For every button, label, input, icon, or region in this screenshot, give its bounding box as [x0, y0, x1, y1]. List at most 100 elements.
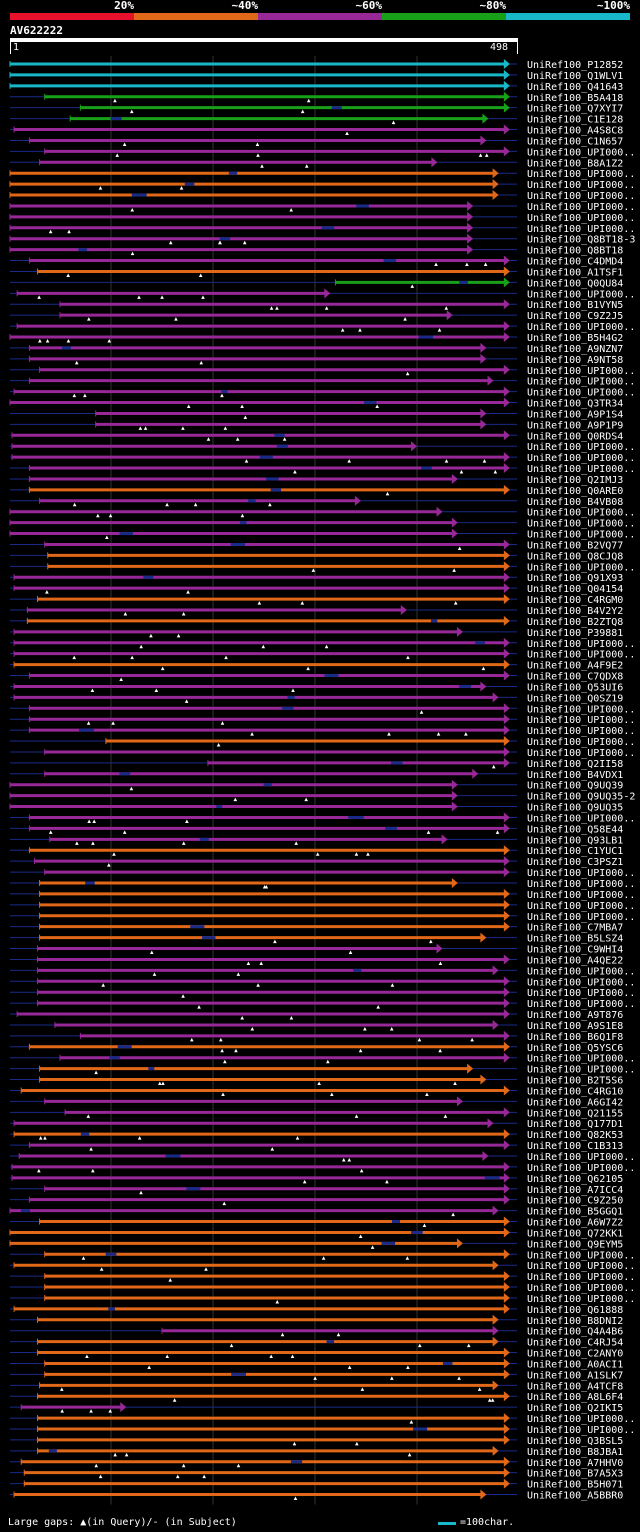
hit-label[interactable]: UniRef100_UPI000.. [527, 202, 635, 213]
hit-label[interactable]: UniRef100_UPI000.. [527, 519, 635, 530]
hit-label[interactable]: UniRef100_B8JBA1 [527, 1447, 623, 1458]
hit-label[interactable]: UniRef100_C7QDX8 [527, 672, 623, 683]
hit-label[interactable]: UniRef100_UPI000.. [527, 1065, 635, 1076]
hit-label[interactable]: UniRef100_Q3TR34 [527, 399, 623, 410]
hit-label[interactable]: UniRef100_UPI000.. [527, 726, 635, 737]
hit-label[interactable]: UniRef100_C1E128 [527, 115, 623, 126]
hit-label[interactable]: UniRef100_C4RG10 [527, 1086, 623, 1097]
hit-label[interactable]: UniRef100_B8A1Z2 [527, 158, 623, 169]
hit-label[interactable]: UniRef100_Q2II58 [527, 759, 623, 770]
hit-label[interactable]: UniRef100_B4VDX1 [527, 770, 623, 781]
hit-label[interactable]: UniRef100_A1SLK7 [527, 1370, 623, 1381]
hit-label[interactable]: UniRef100_B7A5X3 [527, 1469, 623, 1480]
hit-label[interactable]: UniRef100_Q04154 [527, 584, 623, 595]
hit-label[interactable]: UniRef100_Q8CJQ8 [527, 551, 623, 562]
hit-label[interactable]: UniRef100_C4DMD4 [527, 257, 623, 268]
hit-label[interactable]: UniRef100_Q2IMJ3 [527, 475, 623, 486]
hit-label[interactable]: UniRef100_Q0QU84 [527, 278, 623, 289]
hit-label[interactable]: UniRef100_UPI000.. [527, 289, 635, 300]
hit-label[interactable]: UniRef100_C9Z250 [527, 1196, 623, 1207]
hit-label[interactable]: UniRef100_UPI000.. [527, 1283, 635, 1294]
hit-label[interactable]: UniRef100_C3PSZ1 [527, 857, 623, 868]
hit-label[interactable]: UniRef100_Q21155 [527, 1108, 623, 1119]
hit-label[interactable]: UniRef100_A5BBR0 [527, 1491, 623, 1502]
hit-label[interactable]: UniRef100_C1YUC1 [527, 846, 623, 857]
hit-label[interactable]: UniRef100_B2VQ77 [527, 540, 623, 551]
hit-label[interactable]: UniRef100_UPI000.. [527, 1414, 635, 1425]
hit-label[interactable]: UniRef100_Q8BT18-3 [527, 235, 635, 246]
hit-label[interactable]: UniRef100_A7ICC4 [527, 1185, 623, 1196]
hit-label[interactable]: UniRef100_Q93LB1 [527, 835, 623, 846]
hit-label[interactable]: UniRef100_UPI000.. [527, 180, 635, 191]
hit-label[interactable]: UniRef100_B5GGQ1 [527, 1207, 623, 1218]
hit-label[interactable]: UniRef100_UPI000.. [527, 1272, 635, 1283]
hit-label[interactable]: UniRef100_Q9EYM5 [527, 1239, 623, 1250]
hit-label[interactable]: UniRef100_UPI000.. [527, 191, 635, 202]
hit-label[interactable]: UniRef100_Q58E44 [527, 824, 623, 835]
hit-label[interactable]: UniRef100_UPI000.. [527, 879, 635, 890]
hit-label[interactable]: UniRef100_UPI000.. [527, 1261, 635, 1272]
hit-label[interactable]: UniRef100_Q2IKI5 [527, 1403, 623, 1414]
hit-label[interactable]: UniRef100_UPI000.. [527, 639, 635, 650]
hit-label[interactable]: UniRef100_C2ANY0 [527, 1349, 623, 1360]
hit-label[interactable]: UniRef100_B2T5S6 [527, 1076, 623, 1087]
hit-label[interactable]: UniRef100_A4F9E2 [527, 661, 623, 672]
hit-label[interactable]: UniRef100_UPI000.. [527, 813, 635, 824]
hit-label[interactable]: UniRef100_P39881 [527, 628, 623, 639]
hit-label[interactable]: UniRef100_UPI000.. [527, 377, 635, 388]
hit-label[interactable]: UniRef100_UPI000.. [527, 388, 635, 399]
hit-label[interactable]: UniRef100_UPI000.. [527, 748, 635, 759]
hit-label[interactable]: UniRef100_A9T876 [527, 1010, 623, 1021]
hit-label[interactable]: UniRef100_UPI000.. [527, 508, 635, 519]
hit-label[interactable]: UniRef100_Q0RDS4 [527, 431, 623, 442]
hit-label[interactable]: UniRef100_UPI000.. [527, 1425, 635, 1436]
hit-label[interactable]: UniRef100_A0ACI1 [527, 1359, 623, 1370]
hit-label[interactable]: UniRef100_A4S8C8 [527, 126, 623, 137]
hit-label[interactable]: UniRef100_C4RGM0 [527, 595, 623, 606]
hit-label[interactable]: UniRef100_Q0ARE0 [527, 486, 623, 497]
hit-label[interactable]: UniRef100_Q7XYI7 [527, 104, 623, 115]
hit-label[interactable]: UniRef100_Q61888 [527, 1305, 623, 1316]
hit-label[interactable]: UniRef100_UPI000.. [527, 901, 635, 912]
hit-label[interactable]: UniRef100_UPI000.. [527, 562, 635, 573]
hit-label[interactable]: UniRef100_UPI000.. [527, 453, 635, 464]
hit-label[interactable]: UniRef100_UPI000.. [527, 715, 635, 726]
hit-label[interactable]: UniRef100_UPI000.. [527, 1250, 635, 1261]
hit-label[interactable]: UniRef100_A9S1E8 [527, 1021, 623, 1032]
hit-label[interactable]: UniRef100_Q82K53 [527, 1130, 623, 1141]
hit-label[interactable]: UniRef100_UPI000.. [527, 890, 635, 901]
hit-label[interactable]: UniRef100_Q4A4B6 [527, 1327, 623, 1338]
hit-label[interactable]: UniRef100_C9Z2J5 [527, 311, 623, 322]
hit-label[interactable]: UniRef100_UPI000.. [527, 1152, 635, 1163]
hit-label[interactable]: UniRef100_Q8BT18 [527, 246, 623, 257]
hit-label[interactable]: UniRef100_C4RJ54 [527, 1338, 623, 1349]
hit-label[interactable]: UniRef100_B2ZTQ8 [527, 617, 623, 628]
hit-label[interactable]: UniRef100_B4VB08 [527, 497, 623, 508]
hit-label[interactable]: UniRef100_C1B313 [527, 1141, 623, 1152]
hit-label[interactable]: UniRef100_UPI000.. [527, 977, 635, 988]
hit-label[interactable]: UniRef100_UPI000.. [527, 147, 635, 158]
hit-label[interactable]: UniRef100_Q62105 [527, 1174, 623, 1185]
hit-label[interactable]: UniRef100_C1N657 [527, 136, 623, 147]
hit-label[interactable]: UniRef100_A4TCF8 [527, 1381, 623, 1392]
hit-label[interactable]: UniRef100_UPI000.. [527, 1163, 635, 1174]
hit-label[interactable]: UniRef100_UPI000.. [527, 912, 635, 923]
hit-label[interactable]: UniRef100_Q3BSL5 [527, 1436, 623, 1447]
hit-label[interactable]: UniRef100_Q91X93 [527, 573, 623, 584]
hit-label[interactable]: UniRef100_B5H071 [527, 1480, 623, 1491]
hit-label[interactable]: UniRef100_Q177D1 [527, 1119, 623, 1130]
hit-label[interactable]: UniRef100_B4V2Y2 [527, 606, 623, 617]
hit-label[interactable]: UniRef100_A4QE22 [527, 955, 623, 966]
hit-label[interactable]: UniRef100_UPI000.. [527, 442, 635, 453]
hit-label[interactable]: UniRef100_Q0SZ19 [527, 693, 623, 704]
hit-label[interactable]: UniRef100_Q9UQ39 [527, 781, 623, 792]
hit-label[interactable]: UniRef100_C7MBA7 [527, 923, 623, 934]
hit-label[interactable]: UniRef100_UPI000.. [527, 988, 635, 999]
hit-label[interactable]: UniRef100_UPI000.. [527, 1054, 635, 1065]
hit-label[interactable]: UniRef100_A9P1S4 [527, 409, 623, 420]
hit-label[interactable]: UniRef100_A9NZN7 [527, 344, 623, 355]
hit-label[interactable]: UniRef100_B5H4G2 [527, 333, 623, 344]
hit-label[interactable]: UniRef100_Q9UQ35-2 [527, 792, 635, 803]
hit-label[interactable]: UniRef100_A8L6F4 [527, 1392, 623, 1403]
hit-label[interactable]: UniRef100_UPI000.. [527, 704, 635, 715]
